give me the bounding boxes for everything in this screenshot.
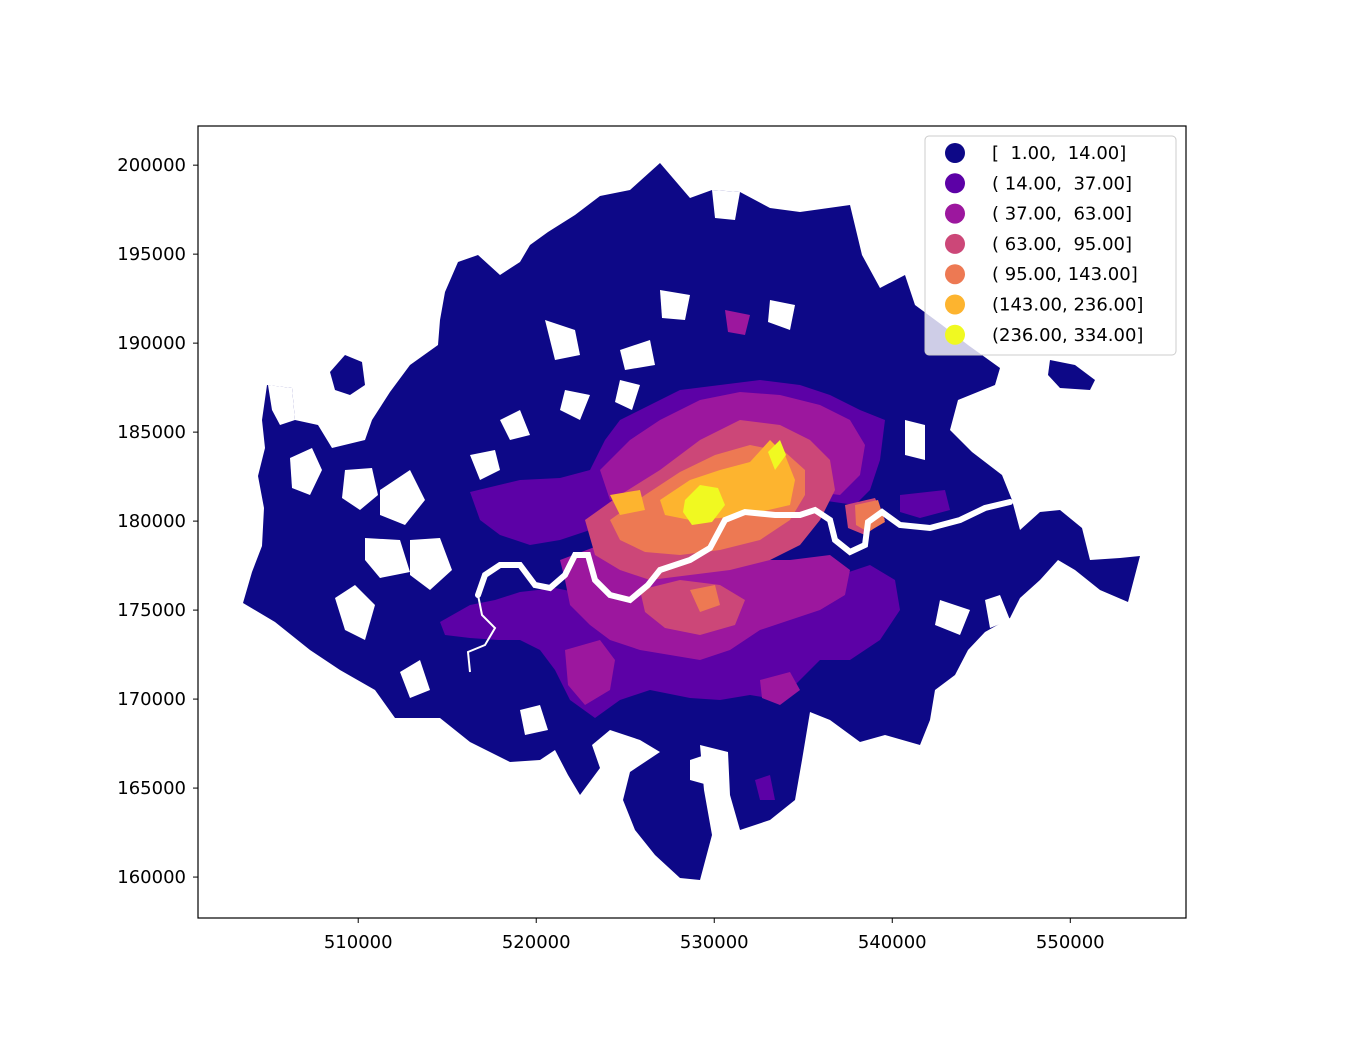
region-class-3 [565, 640, 615, 705]
legend-label: ( 95.00, 143.00] [992, 264, 1138, 285]
legend-label: (143.00, 236.00] [992, 295, 1143, 316]
x-tick-label: 520000 [502, 932, 571, 953]
river-thames-upper [466, 594, 497, 673]
region-class-1 [330, 355, 365, 395]
region-class-7 [683, 485, 725, 525]
y-tick-label: 165000 [117, 778, 186, 799]
legend-swatch [945, 233, 965, 254]
region-class-1 [1048, 360, 1095, 390]
legend-swatch [945, 143, 965, 163]
legend-box [924, 135, 1177, 356]
legend-swatch [945, 203, 965, 224]
legend-label: [ 1.00, 14.00] [992, 143, 1126, 164]
legend-label: ( 14.00, 37.00] [992, 173, 1132, 194]
axes-frame [197, 125, 1187, 919]
y-tick-label: 180000 [117, 511, 186, 532]
legend-swatch [945, 173, 965, 194]
region-class-7 [768, 440, 786, 470]
y-axis: 160000 165000 170000 175000 180000 185000 1900… [117, 155, 198, 888]
x-axis: 510000 520000 530000 540000 550000 [324, 918, 1105, 953]
region-class-2 [755, 775, 775, 800]
y-tick-label: 170000 [117, 689, 186, 710]
region-class-2 [900, 490, 950, 518]
legend-swatch [945, 294, 965, 315]
x-tick-label: 550000 [1036, 932, 1105, 953]
region-class-5 [690, 585, 720, 612]
river-thames [475, 499, 1013, 604]
y-tick-label: 185000 [117, 422, 186, 443]
region-class-3 [760, 672, 800, 705]
legend-swatch [945, 264, 965, 285]
legend-label: (236.00, 334.00] [992, 325, 1143, 346]
x-tick-label: 530000 [680, 932, 749, 953]
y-tick-label: 195000 [117, 244, 186, 265]
legend-label: ( 37.00, 63.00] [992, 204, 1132, 225]
region-class-5 [855, 500, 885, 532]
region-class-3 [725, 310, 750, 335]
region-class-4 [640, 580, 745, 635]
legend: [ 1.00, 14.00] ( 14.00, 37.00] ( 37.00, 63… [924, 135, 1177, 356]
map-layer [243, 163, 1140, 880]
region-class-6 [610, 490, 645, 515]
y-tick-label: 160000 [117, 867, 186, 888]
x-tick-label: 540000 [858, 932, 927, 953]
x-tick-label: 510000 [324, 932, 393, 953]
legend-label: ( 63.00, 95.00] [992, 234, 1132, 255]
legend-swatch [945, 324, 965, 345]
gaps [268, 190, 1010, 785]
y-tick-label: 175000 [117, 600, 186, 621]
y-tick-label: 190000 [117, 333, 186, 354]
y-tick-label: 200000 [117, 155, 186, 176]
